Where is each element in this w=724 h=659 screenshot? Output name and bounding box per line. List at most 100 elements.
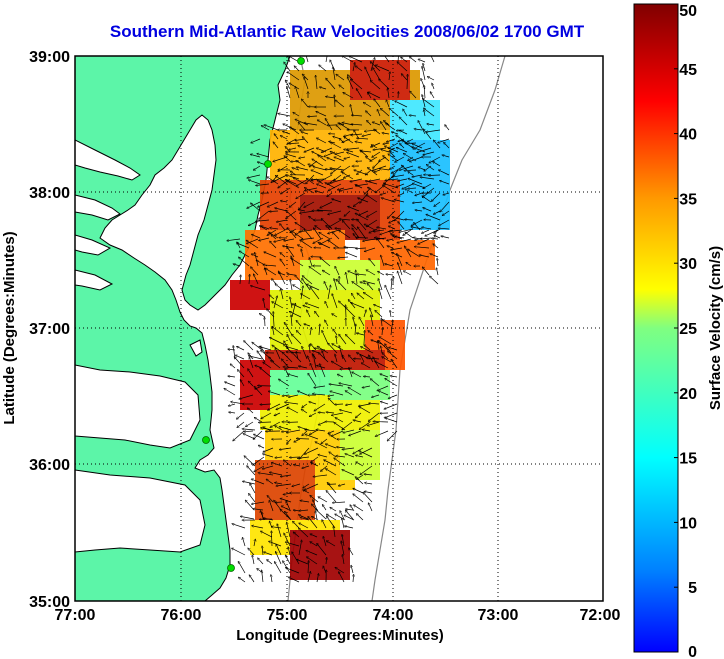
velocity-arrow: [347, 147, 360, 149]
x-tick-label: 73:00: [478, 607, 519, 624]
velocity-arrow: [285, 402, 299, 405]
velocity-arrow: [434, 210, 441, 214]
velocity-arrow: [305, 188, 315, 194]
velocity-arrow: [367, 210, 378, 217]
velocity-arrow: [276, 544, 282, 556]
velocity-arrow: [366, 270, 376, 276]
velocity-arrow: [275, 457, 283, 458]
velocity-arrow: [265, 268, 277, 276]
velocity-arrow: [246, 240, 259, 249]
velocity-arrow: [380, 374, 389, 378]
velocity-arrow: [318, 120, 327, 126]
velocity-arrow: [395, 210, 405, 221]
velocity-arrow: [405, 143, 417, 144]
velocity-arrow: [400, 144, 405, 149]
velocity-arrow: [382, 328, 383, 336]
velocity-arrow: [408, 188, 417, 189]
velocity-arrow: [253, 456, 265, 465]
velocity-arrow: [406, 263, 412, 267]
velocity-arrow: [375, 361, 389, 369]
velocity-arrow: [372, 145, 378, 149]
velocity-arrow: [243, 538, 246, 547]
velocity-arrow: [363, 238, 376, 241]
velocity-arrow: [322, 351, 326, 360]
velocity-arrow: [251, 267, 259, 276]
velocity-arrow: [365, 129, 378, 131]
velocity-arrow: [270, 421, 281, 427]
velocity-arrow: [315, 312, 320, 318]
velocity-arrow: [322, 147, 333, 152]
velocity-arrow: [361, 347, 374, 354]
velocity-arrow: [318, 243, 331, 249]
velocity-arrow: [271, 361, 281, 369]
velocity-arrow: [363, 493, 373, 503]
velocity-arrow: [413, 238, 421, 240]
velocity-arrow: [357, 274, 367, 275]
velocity-arrow: [314, 228, 322, 240]
velocity-arrow: [299, 510, 309, 511]
velocity-arrow: [310, 534, 318, 538]
velocity-arrow: [328, 398, 335, 405]
velocity-arrow: [346, 335, 356, 345]
velocity-arrow: [315, 442, 328, 449]
velocity-arrow: [330, 391, 344, 396]
velocity-arrow: [336, 336, 337, 345]
velocity-arrow: [425, 229, 439, 236]
velocity-arrow: [304, 77, 309, 90]
velocity-arrow: [387, 430, 398, 441]
velocity-arrow: [336, 280, 347, 291]
velocity-arrow: [329, 452, 337, 458]
velocity-arrow: [261, 226, 270, 230]
velocity-arrow: [297, 331, 302, 336]
velocity-arrow: [252, 479, 265, 485]
velocity-arrow: [335, 228, 342, 229]
velocity-arrow: [394, 200, 405, 203]
velocity-arrow: [325, 320, 329, 327]
velocity-arrow: [301, 249, 304, 258]
velocity-arrow: [271, 235, 277, 240]
velocity-arrow: [379, 79, 390, 90]
velocity-arrow: [316, 574, 319, 583]
velocity-arrow: [308, 561, 309, 574]
velocity-arrow: [306, 174, 315, 184]
velocity-arrow: [252, 526, 264, 529]
velocity-arrow: [326, 558, 327, 565]
velocity-arrow: [264, 125, 279, 131]
velocity-arrow: [391, 247, 403, 250]
velocity-arrow: [322, 331, 329, 345]
velocity-arrow: [423, 64, 426, 72]
velocity-arrow: [327, 158, 336, 162]
velocity-arrow: [356, 412, 362, 418]
velocity-arrow: [389, 226, 396, 230]
velocity-arrow: [318, 155, 327, 162]
y-tick-label: 35:00: [29, 594, 70, 611]
velocity-arrow: [384, 412, 398, 418]
velocity-arrow: [271, 531, 272, 547]
velocity-arrow: [260, 226, 268, 231]
velocity-arrow: [424, 108, 435, 117]
velocity-arrow: [368, 331, 374, 336]
velocity-arrow: [312, 152, 324, 158]
x-tick-label: 75:00: [267, 607, 308, 624]
velocity-arrow: [367, 195, 378, 203]
velocity-arrow: [270, 211, 279, 212]
velocity-arrow: [387, 238, 394, 241]
velocity-arrow: [342, 56, 354, 63]
velocity-arrow: [319, 353, 329, 363]
velocity-arrow: [298, 245, 304, 249]
sound-water: [75, 469, 206, 553]
velocity-arrow: [240, 380, 245, 387]
velocity-arrow: [246, 421, 254, 427]
velocity-arrow: [344, 247, 358, 248]
velocity-arrow: [372, 151, 381, 157]
velocity-arrow: [389, 229, 403, 232]
velocity-arrow: [310, 328, 311, 336]
velocity-arrow: [269, 295, 275, 300]
velocity-arrow: [318, 455, 328, 458]
velocity-arrow: [381, 150, 390, 153]
velocity-arrow: [373, 147, 387, 150]
velocity-arrow: [316, 112, 327, 117]
velocity-arrow: [238, 562, 246, 574]
velocity-arrow: [302, 465, 310, 468]
velocity-arrow: [377, 227, 387, 230]
